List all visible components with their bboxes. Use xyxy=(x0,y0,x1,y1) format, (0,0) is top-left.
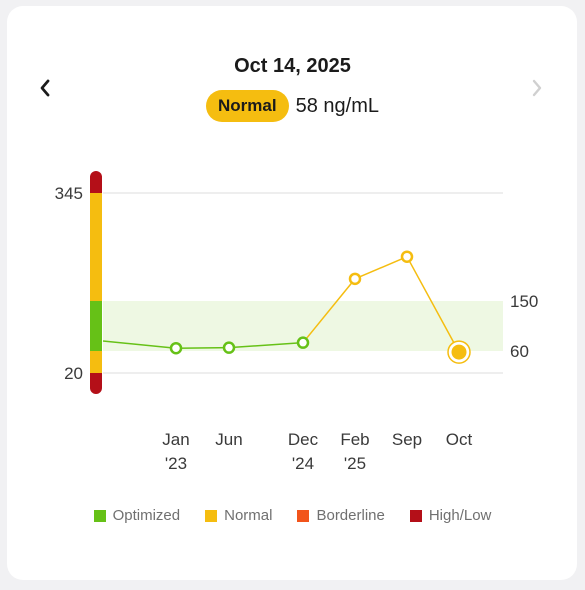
x-label-1: Jan xyxy=(162,430,189,449)
legend-item-optimized: Optimized xyxy=(93,507,181,524)
range-bar-normal-lower xyxy=(90,351,102,373)
data-point-6 xyxy=(451,344,467,360)
legend-swatch xyxy=(93,509,106,522)
tick-label-150: 150 xyxy=(510,292,538,311)
legend-swatch xyxy=(297,509,310,522)
line-segment-4 xyxy=(354,256,408,280)
line-segment-2 xyxy=(228,341,304,349)
line-segment-5 xyxy=(406,256,460,353)
previous-reading-button[interactable] xyxy=(35,76,55,100)
legend-label: Borderline xyxy=(316,507,385,524)
chart-legend: Optimized Normal Borderline High/Low xyxy=(0,507,585,524)
tick-label-20: 20 xyxy=(64,364,83,383)
next-reading-button[interactable] xyxy=(527,76,547,100)
data-point-3 xyxy=(296,336,310,349)
legend-swatch xyxy=(205,509,218,522)
legend-swatch xyxy=(409,509,422,522)
range-bar-normal-upper xyxy=(90,193,102,301)
data-point-1 xyxy=(169,341,183,355)
range-bar-optimized xyxy=(90,301,102,351)
line-segment-1 xyxy=(175,346,230,349)
tick-label-60: 60 xyxy=(510,342,529,361)
legend-item-normal: Normal xyxy=(205,507,272,524)
status-badge: Normal xyxy=(206,90,289,122)
status-row: Normal 58 ng/mL xyxy=(0,90,585,122)
legend-item-borderline: Borderline xyxy=(297,507,385,524)
x-label-2: Jun xyxy=(215,430,242,449)
x-label-5: Sep xyxy=(392,430,422,449)
legend-label: High/Low xyxy=(428,507,492,524)
reading-value: 58 ng/mL xyxy=(295,94,379,117)
data-point-2 xyxy=(222,341,236,354)
chevron-left-icon xyxy=(40,79,50,97)
chevron-right-icon xyxy=(532,79,542,97)
legend-item-high-low: High/Low xyxy=(409,507,492,524)
legend-label: Optimized xyxy=(112,507,181,524)
data-point-5 xyxy=(400,250,414,263)
line-segment-lead xyxy=(102,340,177,349)
x-label-6: Oct xyxy=(446,430,473,449)
tick-label-345: 345 xyxy=(55,184,83,203)
x-label-4: Feb xyxy=(340,430,369,449)
reading-date: Oct 14, 2025 xyxy=(234,55,351,77)
line-segment-3 xyxy=(302,278,356,344)
x-label-year-4: '25 xyxy=(344,454,366,473)
x-label-year-3: '24 xyxy=(292,454,314,473)
x-label-year-1: '23 xyxy=(165,454,187,473)
x-label-3: Dec xyxy=(288,430,319,449)
legend-label: Normal xyxy=(224,507,273,524)
data-point-4 xyxy=(348,272,362,286)
